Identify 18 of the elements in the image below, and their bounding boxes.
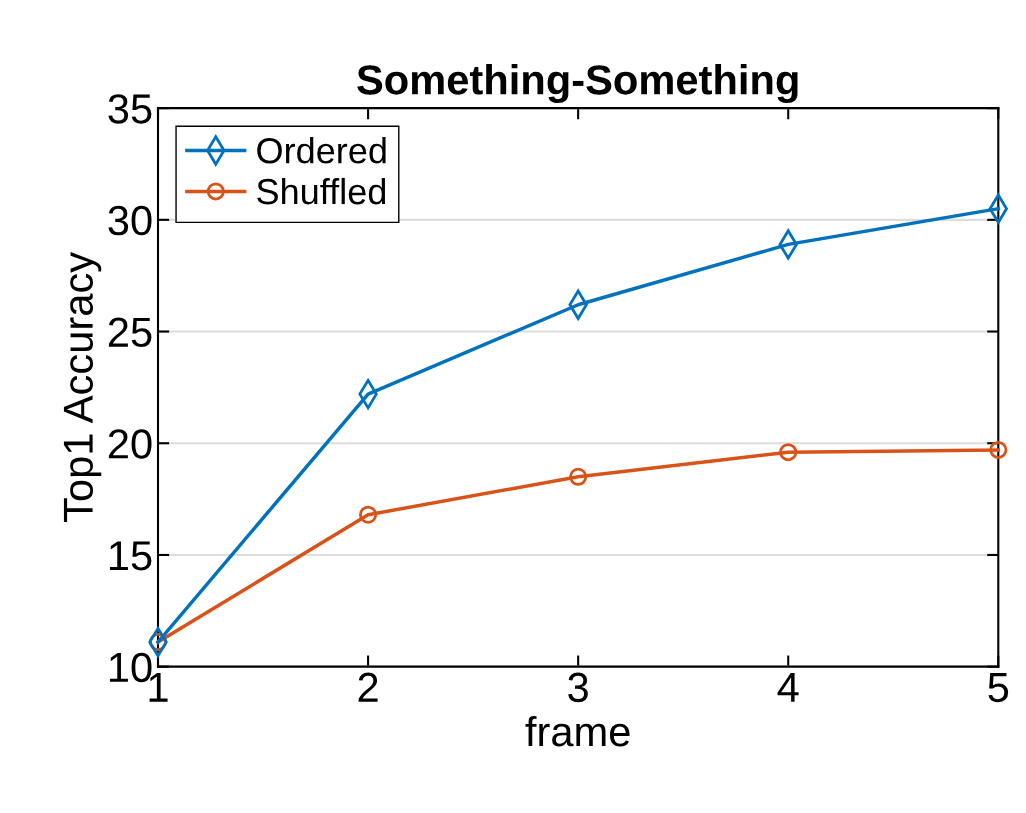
legend-label: Ordered [257,137,386,164]
x-tick-label: 5 [988,673,1009,703]
point [779,443,798,462]
y-tick-label: 30 [108,205,152,236]
x-tick-label: 3 [568,672,588,703]
x-axis-title: frame [525,715,630,747]
x-tick-label: 2 [358,672,378,702]
y-tick-label: 20 [108,429,152,459]
chart-title: Something-Something [357,64,798,104]
y-tick-label: 25 [108,317,152,348]
y-tick-label: 15 [109,541,152,571]
legend-label: Shuffled [257,177,386,205]
point [569,467,588,486]
point [359,505,378,524]
point [989,440,1008,459]
y-axis-title: Top1 Accuracy [63,251,102,522]
x-tick-label: 4 [777,673,799,702]
y-tick-label: 35 [108,94,152,124]
